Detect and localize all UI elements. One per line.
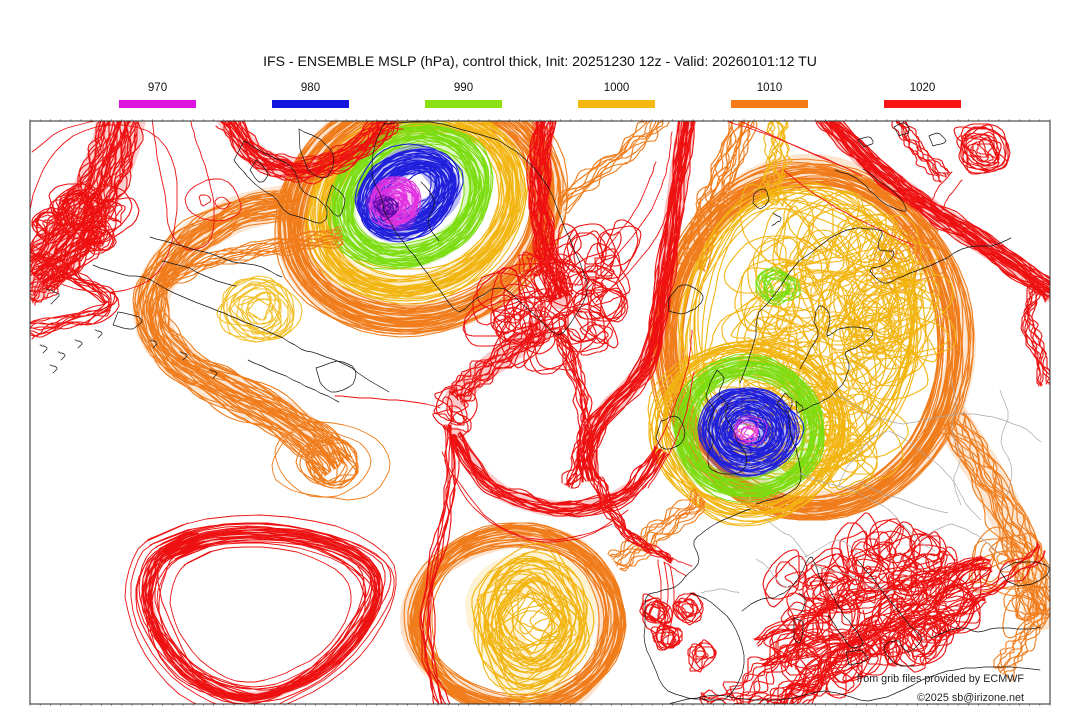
svg-text:970: 970 — [148, 82, 167, 94]
svg-text:©2025 sb@irizone.net: ©2025 sb@irizone.net — [917, 692, 1024, 704]
svg-text:980: 980 — [301, 82, 320, 94]
svg-text:1010: 1010 — [757, 82, 783, 94]
svg-text:from grib files provided by EC: from grib files provided by ECMWF — [857, 673, 1025, 685]
svg-text:1020: 1020 — [910, 82, 936, 94]
svg-text:990: 990 — [454, 82, 473, 94]
svg-text:1000: 1000 — [604, 82, 630, 94]
svg-text:IFS - ENSEMBLE MSLP (hPa), con: IFS - ENSEMBLE MSLP (hPa), control thick… — [263, 53, 817, 69]
